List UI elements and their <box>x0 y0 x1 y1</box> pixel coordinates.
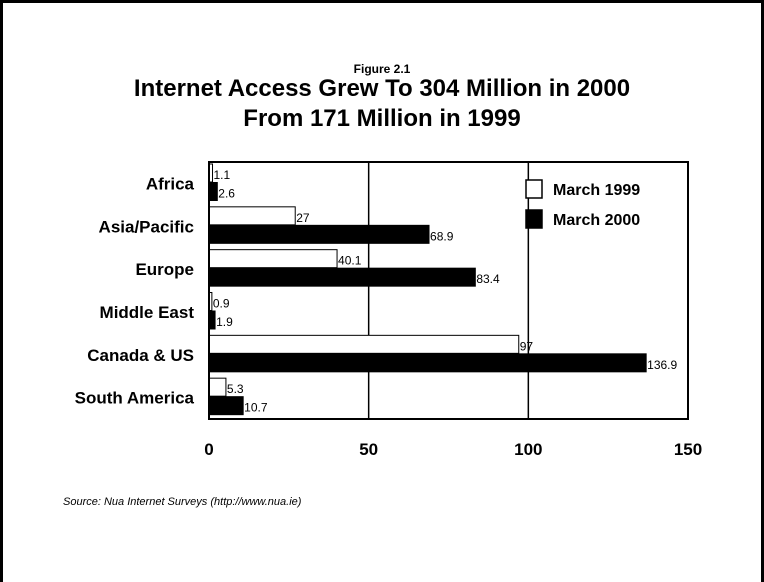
bar-march-2000 <box>208 396 244 416</box>
data-label: 97 <box>520 339 534 353</box>
data-label: 83.4 <box>476 272 500 286</box>
data-label: 5.3 <box>227 382 244 396</box>
bar-march-1999 <box>208 249 338 269</box>
figure-label: Figure 2.1 <box>353 62 411 76</box>
x-tick-labels: 0 50 100 150 <box>204 440 702 459</box>
legend-label: March 2000 <box>553 212 640 229</box>
bars: 1.1 2.6 27 68.9 40.1 83.4 0.9 1.9 97 136.9 5.310.7 <box>208 163 678 416</box>
data-label: 27 <box>296 211 310 225</box>
x-tick-label: 0 <box>204 440 213 459</box>
category-label: Canada & US <box>87 346 194 365</box>
data-label: 1.1 <box>214 168 231 182</box>
data-label: 40.1 <box>338 254 362 268</box>
bar-march-1999 <box>208 334 520 354</box>
bar-march-1999 <box>208 377 227 397</box>
legend-swatch <box>525 179 543 199</box>
bar-march-1999 <box>208 206 296 226</box>
legend-label: March 1999 <box>553 182 640 199</box>
data-label: 136.9 <box>647 358 677 372</box>
source-note: Source: Nua Internet Surveys (http://www… <box>63 496 302 508</box>
category-label: Asia/Pacific <box>99 217 194 236</box>
category-label: Middle East <box>100 303 195 322</box>
category-labels: Africa Asia/Pacific Europe Middle East Canad… <box>75 174 195 407</box>
legend-swatch <box>525 209 543 229</box>
gridlines <box>367 162 530 419</box>
chart-title-line-2: From 171 Million in 1999 <box>243 105 521 132</box>
bar-march-2000 <box>208 224 430 244</box>
data-label: 10.7 <box>244 401 268 415</box>
bar-march-2000 <box>208 353 647 373</box>
chart-title-line-1: Internet Access Grew To 304 Million in 2… <box>133 75 631 102</box>
bar-march-2000 <box>208 267 476 287</box>
data-label: 1.9 <box>216 315 233 329</box>
chart-title: Internet Access Grew To 304 Million in 2… <box>0 74 764 134</box>
x-tick-label: 150 <box>674 440 702 459</box>
category-label: Africa <box>146 174 195 193</box>
category-label: South America <box>75 389 195 408</box>
category-label: Europe <box>135 260 194 279</box>
legend: March 1999 March 2000 <box>525 179 640 229</box>
x-tick-label: 50 <box>359 440 378 459</box>
data-label: 2.6 <box>218 187 235 201</box>
data-label: 0.9 <box>213 297 230 311</box>
x-tick-label: 100 <box>514 440 542 459</box>
data-label: 68.9 <box>430 229 454 243</box>
bar-march-2000 <box>208 182 218 201</box>
plot-area <box>208 161 689 420</box>
